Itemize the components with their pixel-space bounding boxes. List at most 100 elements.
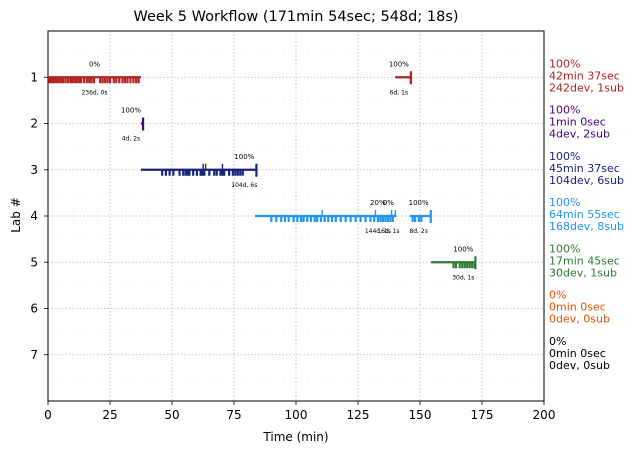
segment-percent-label: 0% [89,60,100,68]
end-marker [409,71,413,85]
lab-summary-line: 100% [549,196,580,209]
device-tick [466,262,469,269]
segment-note-label: 144d, 1s [365,228,391,235]
device-tick [339,216,342,222]
device-tick [186,169,189,176]
device-tick [323,216,326,222]
device-tick [384,216,387,222]
submission-tick [374,210,377,216]
device-tick [215,169,218,176]
device-tick [115,77,118,84]
device-tick [414,216,417,222]
device-tick [316,216,319,222]
device-tick [221,169,224,176]
lab-summary-line: 168dev, 8sub [549,220,624,233]
lab-summary-line: 0dev, 0sub [549,359,610,372]
device-tick [182,169,185,176]
device-tick [201,169,204,176]
device-tick [275,216,278,222]
submission-tick [394,210,396,216]
x-tick-label: 125 [347,408,370,422]
lab-summary-line: 0min 0sec [549,347,606,360]
device-tick [90,77,93,84]
y-tick-label: 2 [30,117,38,131]
x-tick-label: 200 [533,408,556,422]
segment-percent-label: 100% [453,245,473,253]
device-tick [270,216,273,222]
lab-summary-line: 100% [549,150,580,163]
device-tick [123,77,127,84]
device-tick [121,77,124,84]
device-tick [64,77,67,84]
device-tick [280,216,283,222]
device-tick [302,216,305,222]
lab-summary-line: 104dev, 6sub [549,174,624,187]
segment-note-label: 30d, 1s [452,274,474,281]
segment-note-label: 16d, 1s [377,228,399,235]
device-tick [118,77,121,84]
device-tick [71,77,74,84]
segment-percent-label: 100% [389,60,409,68]
device-tick [458,262,461,269]
device-tick [195,169,198,176]
device-tick [92,77,96,84]
submission-tick [202,163,204,170]
device-tick [386,216,389,222]
device-tick [48,77,51,84]
end-marker [141,117,145,131]
lab-summary-line: 100% [549,104,580,117]
device-tick [219,169,222,176]
device-tick [411,216,414,222]
device-tick [296,216,299,222]
device-tick [203,169,206,176]
device-tick [327,216,330,222]
submission-tick [204,163,207,170]
device-tick [349,216,352,222]
x-tick-label: 25 [102,408,117,422]
device-tick [292,216,295,222]
lab-summary-line: 0min 0sec [549,301,606,314]
device-tick [334,216,337,222]
lab-summary-line: 42min 37sec [549,69,620,82]
device-tick [60,77,63,84]
lab-summary-line: 4dev, 2sub [549,128,610,141]
device-tick [57,77,61,84]
y-tick-label: 4 [30,209,38,223]
device-tick [49,77,53,84]
device-tick [287,216,290,222]
lab-summary-line: 0% [549,289,566,302]
y-axis-label: Lab # [9,197,23,233]
y-tick-label: 5 [30,255,38,269]
segment-note-label: 6d, 1s [390,89,408,96]
device-tick [309,216,313,222]
end-marker [255,163,258,177]
segment-note-label: 8d, 2s [409,228,427,235]
segment-percent-label: 0% [383,199,394,207]
x-tick-label: 150 [409,408,432,422]
device-tick [109,77,112,84]
plot-area: 0 25 50 75 100 125 150 175 200 1 2 3 4 5 6 7 0% 236d, 0s 1… [30,30,624,422]
device-tick [199,169,202,176]
device-tick [79,77,83,84]
device-tick [161,169,164,176]
device-tick [85,77,88,84]
lab-summary-line: 100% [549,242,580,255]
device-tick [88,77,91,84]
device-tick [223,169,226,176]
device-tick [379,216,382,222]
device-tick [126,77,129,84]
end-marker [474,256,477,270]
device-tick [359,216,362,222]
device-tick [463,262,466,269]
device-tick [231,169,234,176]
device-tick [239,169,242,176]
segment-percent-label: 20% [370,199,386,207]
device-tick [132,77,135,84]
device-tick [236,169,239,176]
device-tick [208,169,211,176]
device-tick [299,216,303,222]
device-tick [135,77,138,84]
plot-frame [47,30,545,402]
lab-summary-line: 30dev, 1sub [549,266,617,279]
